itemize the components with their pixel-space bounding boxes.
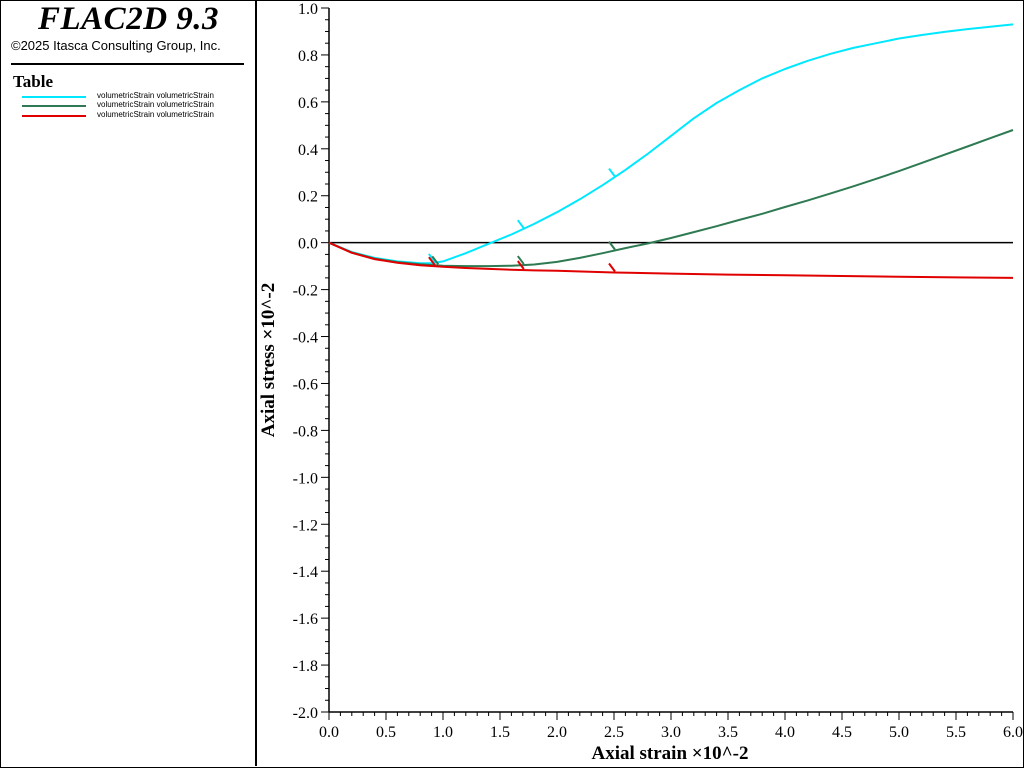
series-layer xyxy=(328,23,1014,279)
legend-swatch-1 xyxy=(22,96,86,98)
legend-swatch-3 xyxy=(22,115,86,117)
y-tick-label: -1.2 xyxy=(293,517,318,534)
x-tick-label: 6.0 xyxy=(1003,724,1023,741)
copyright-text: ©2025 Itasca Consulting Group, Inc. xyxy=(11,38,221,53)
legend-panel: FLAC2D 9.3 ©2025 Itasca Consulting Group… xyxy=(0,0,257,766)
x-tick-label: 3.0 xyxy=(661,724,681,741)
y-tick-label: -2.0 xyxy=(293,705,318,722)
y-tick-label: 0.4 xyxy=(298,142,318,159)
app-title: FLAC2D 9.3 xyxy=(38,1,220,37)
x-tick-label: 0.0 xyxy=(319,724,339,741)
series-marker-3 xyxy=(516,260,525,270)
series-marker-2 xyxy=(431,255,440,265)
divider xyxy=(11,63,244,65)
legend-swatch-2 xyxy=(22,105,86,107)
y-tick-label: 0.0 xyxy=(298,236,318,253)
x-tick-label: 5.0 xyxy=(889,724,909,741)
x-tick-label: 5.5 xyxy=(946,724,966,741)
y-tick-label: -0.8 xyxy=(293,423,318,440)
series-marker-1 xyxy=(516,219,525,229)
series-line-1 xyxy=(328,23,1014,265)
series-marker-1 xyxy=(608,167,616,178)
x-axis-title: Axial strain ×10^-2 xyxy=(592,743,749,764)
series-marker-3 xyxy=(428,256,436,266)
axes: 1.0 0.8 0.6 0.4 0.2 0.0 -0.2 -0.4 -0.6 -0.8 -1.0 -1… xyxy=(293,1,1023,741)
x-tick-label: 1.5 xyxy=(490,724,510,741)
y-tick-label: 1.0 xyxy=(298,1,318,18)
series-marker-2 xyxy=(608,241,616,251)
series-line-2 xyxy=(328,129,1014,268)
x-tick-label: 4.0 xyxy=(775,724,795,741)
y-tick-label: -1.8 xyxy=(293,658,318,675)
legend-label-2: volumetricStrain volumetricStrain xyxy=(97,100,214,109)
x-tick-label: 1.0 xyxy=(433,724,453,741)
y-axis-title: Axial stress ×10^-2 xyxy=(258,283,279,438)
y-tick-label: -1.6 xyxy=(293,611,318,628)
x-tick-label: 0.5 xyxy=(376,724,396,741)
x-tick-label: 3.5 xyxy=(718,724,738,741)
series-marker-1 xyxy=(428,253,436,263)
legend-label-3: volumetricStrain volumetricStrain xyxy=(97,110,214,119)
x-tick-label: 2.0 xyxy=(547,724,567,741)
y-tick-label: -0.6 xyxy=(293,376,318,393)
legend-label-1: volumetricStrain volumetricStrain xyxy=(97,91,214,100)
y-tick-label: -0.4 xyxy=(293,330,318,347)
series-marker-3 xyxy=(608,262,616,273)
y-tick-label: -1.4 xyxy=(293,564,318,581)
y-tick-label: 0.8 xyxy=(298,48,318,65)
legend-title: Table xyxy=(13,72,54,91)
x-tick-label: 2.5 xyxy=(604,724,624,741)
y-tick-label: -0.2 xyxy=(293,283,318,300)
y-tick-label: -1.0 xyxy=(293,470,318,487)
series-line-3 xyxy=(328,241,1014,279)
y-tick-label: 0.2 xyxy=(298,189,318,206)
series-marker-2 xyxy=(516,255,525,265)
x-tick-label: 4.5 xyxy=(832,724,852,741)
y-tick-label: 0.6 xyxy=(298,95,318,112)
